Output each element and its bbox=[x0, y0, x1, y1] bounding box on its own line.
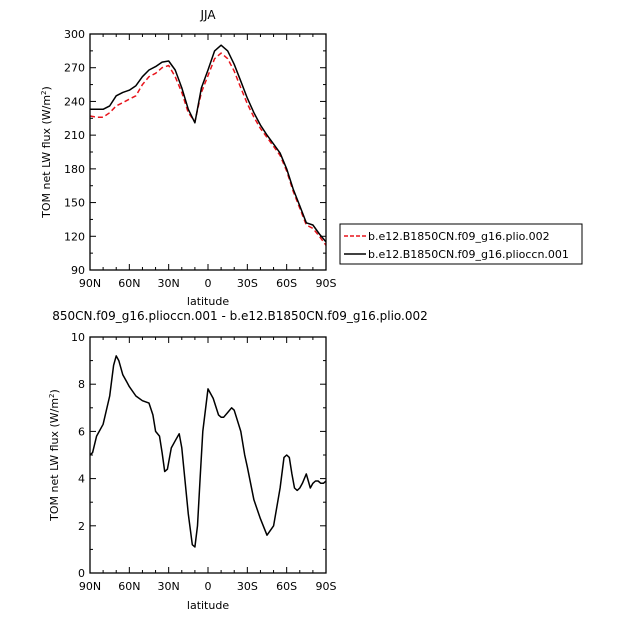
panel1-ytick-label: 180 bbox=[64, 163, 85, 176]
panel2-ytick-label: 10 bbox=[71, 331, 85, 344]
panel2-xlabel: latitude bbox=[187, 599, 229, 612]
panel1-ytick-label: 240 bbox=[64, 95, 85, 108]
panel1-ytick-label: 270 bbox=[64, 62, 85, 75]
panel2-ytick-label: 4 bbox=[78, 473, 85, 486]
panel1-title: JJA bbox=[199, 8, 216, 22]
panel2-xtick-label: 90S bbox=[316, 580, 337, 593]
panel1-xtick-label: 90S bbox=[316, 277, 337, 290]
panel1-xtick-label: 60S bbox=[276, 277, 297, 290]
panel1-xtick-label: 30N bbox=[158, 277, 180, 290]
panel2-xtick-label: 30S bbox=[237, 580, 258, 593]
panel1-ytick-label: 300 bbox=[64, 28, 85, 41]
panel1-ytick-label: 210 bbox=[64, 129, 85, 142]
panel2-ytick-label: 0 bbox=[78, 567, 85, 580]
panel1-ytick-label: 90 bbox=[71, 264, 85, 277]
panel1-xtick-label: 60N bbox=[118, 277, 140, 290]
panel2-xtick-label: 0 bbox=[205, 580, 212, 593]
panel1-xtick-label: 90N bbox=[79, 277, 101, 290]
panel1-xtick-label: 0 bbox=[205, 277, 212, 290]
panel1-series-line-1 bbox=[90, 44, 327, 243]
panel2-xtick-label: 30N bbox=[158, 580, 180, 593]
panel1-xlabel: latitude bbox=[187, 295, 229, 308]
panel1-series-line-0 bbox=[89, 52, 327, 246]
panel1-series bbox=[89, 44, 327, 246]
panel2-ytick-label: 8 bbox=[78, 378, 85, 391]
panel2-xtick-label: 90N bbox=[79, 580, 101, 593]
panel1-xtick-label: 30S bbox=[237, 277, 258, 290]
panel1-ticks: 90N 60N 30N 0 30S 60S 90S 90 120 150 180 210 240 270 3… bbox=[64, 28, 337, 290]
panel2-xtick-label: 60N bbox=[118, 580, 140, 593]
panel1-ytick-label: 120 bbox=[64, 230, 85, 243]
panel2-series-line-0 bbox=[89, 355, 327, 548]
legend-label-plioccn: b.e12.B1850CN.f09_g16.plioccn.001 bbox=[368, 248, 569, 261]
legend-box bbox=[339, 223, 583, 265]
panel2-series bbox=[89, 355, 327, 548]
panel2-ylabel: TOM net LW flux (W/m2) bbox=[48, 389, 61, 522]
panel2-xtick-label: 60S bbox=[276, 580, 297, 593]
panel1-ytick-label: 150 bbox=[64, 197, 85, 210]
panel2-ytick-label: 2 bbox=[78, 520, 85, 533]
panel1-ylabel: TOM net LW flux (W/m2) bbox=[40, 86, 53, 219]
panel2-ytick-label: 6 bbox=[78, 425, 85, 438]
legend: b.e12.B1850CN.f09_g16.plio.002 b.e12.B18… bbox=[339, 223, 583, 265]
panel2-ticks: 90N 60N 30N 0 30S 60S 90S 0 2 4 6 8 10 bbox=[71, 331, 337, 593]
panel2-frame bbox=[89, 336, 327, 574]
panel2-title: 850CN.f09_g16.plioccn.001 - b.e12.B1850C… bbox=[52, 309, 428, 323]
legend-label-plio: b.e12.B1850CN.f09_g16.plio.002 bbox=[368, 230, 550, 243]
